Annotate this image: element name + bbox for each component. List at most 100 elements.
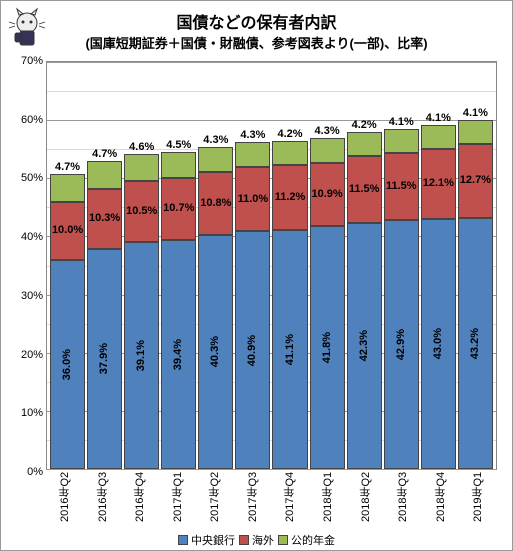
legend-item: 海外 xyxy=(239,532,274,548)
bar-value-label: 4.1% xyxy=(389,116,414,130)
bar-segment-海外: 10.0% xyxy=(50,202,85,260)
legend-swatch xyxy=(239,535,249,545)
legend-label: 中央銀行 xyxy=(191,532,235,548)
bar-segment-海外: 12.7% xyxy=(458,144,493,218)
bar-segment-公的年金: 4.2% xyxy=(272,141,307,165)
bar-segment-公的年金: 4.7% xyxy=(87,161,122,188)
bar-segment-中央銀行: 40.3% xyxy=(198,235,233,469)
bar-segment-中央銀行: 36.0% xyxy=(50,260,85,469)
bar-segment-中央銀行: 41.1% xyxy=(272,230,307,469)
bar-column: 42.9% 11.5% 4.1% xyxy=(384,62,419,469)
x-tick-label: 2018年Q2 xyxy=(347,472,385,530)
bar-value-label: 41.1% xyxy=(285,334,296,365)
bar-segment-海外: 10.9% xyxy=(310,163,345,226)
bar-column: 42.3% 11.5% 4.2% xyxy=(347,62,382,469)
x-tick-label: 2018年Q3 xyxy=(384,472,422,530)
bar-value-label: 12.1% xyxy=(423,178,454,189)
chart-title: 国債などの保有者内訳 (国庫短期証券＋国債・財融債、参考図表より(一部)、比率) xyxy=(1,1,512,52)
bar-segment-海外: 11.0% xyxy=(235,167,270,231)
x-tick-label: 2016年Q4 xyxy=(121,472,159,530)
bar-value-label: 4.7% xyxy=(92,148,117,162)
bar-value-label: 4.5% xyxy=(166,139,191,153)
x-tick-label: 2017年Q3 xyxy=(234,472,272,530)
bars-group: 36.0% 10.0% 4.7% 37.9% 10.3% 4.7% 39.1% 10.5% 4.… xyxy=(47,62,496,469)
bar-segment-中央銀行: 43.2% xyxy=(458,218,493,469)
bar-value-label: 39.4% xyxy=(173,339,184,370)
bar-value-label: 10.7% xyxy=(163,203,194,214)
bar-value-label: 10.8% xyxy=(200,198,231,209)
chart-container: 国債などの保有者内訳 (国庫短期証券＋国債・財融債、参考図表より(一部)、比率)… xyxy=(0,0,513,551)
bar-segment-海外: 10.8% xyxy=(198,172,233,235)
bar-value-label: 4.3% xyxy=(240,129,265,143)
bar-segment-中央銀行: 41.8% xyxy=(310,226,345,469)
legend-swatch xyxy=(278,535,288,545)
bar-column: 40.3% 10.8% 4.3% xyxy=(198,62,233,469)
bar-segment-公的年金: 4.5% xyxy=(161,152,196,178)
bar-value-label: 43.0% xyxy=(433,328,444,359)
bar-segment-中央銀行: 43.0% xyxy=(421,219,456,469)
bar-value-label: 4.1% xyxy=(426,112,451,126)
bar-value-label: 10.3% xyxy=(89,213,120,224)
bar-column: 39.4% 10.7% 4.5% xyxy=(161,62,196,469)
bar-segment-海外: 10.3% xyxy=(87,189,122,249)
bar-column: 36.0% 10.0% 4.7% xyxy=(50,62,85,469)
bar-value-label: 12.7% xyxy=(460,175,491,186)
bar-value-label: 4.2% xyxy=(277,128,302,142)
bar-segment-中央銀行: 39.1% xyxy=(124,242,159,469)
bar-segment-公的年金: 4.1% xyxy=(384,129,419,153)
bar-value-label: 11.5% xyxy=(386,181,417,192)
bar-segment-公的年金: 4.7% xyxy=(50,174,85,201)
y-tick-label: 60% xyxy=(11,114,43,126)
y-tick-label: 70% xyxy=(11,55,43,67)
bar-segment-中央銀行: 40.9% xyxy=(235,231,270,469)
bar-value-label: 37.9% xyxy=(99,343,110,374)
bar-value-label: 40.3% xyxy=(210,336,221,367)
bar-segment-公的年金: 4.3% xyxy=(235,142,270,167)
y-tick-label: 0% xyxy=(11,466,43,478)
bar-segment-海外: 12.1% xyxy=(421,149,456,219)
bar-value-label: 36.0% xyxy=(62,349,73,380)
legend-swatch xyxy=(178,535,188,545)
bar-segment-中央銀行: 39.4% xyxy=(161,240,196,469)
cat-mascot-icon xyxy=(7,7,47,47)
bar-value-label: 11.2% xyxy=(275,192,306,203)
x-tick-label: 2017年Q1 xyxy=(159,472,197,530)
bar-value-label: 11.0% xyxy=(238,194,269,205)
bar-segment-海外: 11.5% xyxy=(384,153,419,220)
legend-label: 公的年金 xyxy=(291,532,335,548)
legend-label: 海外 xyxy=(252,532,274,548)
y-tick-label: 10% xyxy=(11,407,43,419)
bar-value-label: 42.3% xyxy=(359,330,370,361)
x-tick-label: 2019年Q1 xyxy=(459,472,497,530)
bar-segment-海外: 11.5% xyxy=(347,156,382,223)
bar-column: 41.1% 11.2% 4.2% xyxy=(272,62,307,469)
y-tick-label: 40% xyxy=(11,231,43,243)
bar-value-label: 40.9% xyxy=(247,335,258,366)
bar-value-label: 11.5% xyxy=(349,184,380,195)
legend: 中央銀行 海外 公的年金 xyxy=(1,532,512,548)
bar-segment-中央銀行: 37.9% xyxy=(87,249,122,469)
bar-segment-海外: 10.7% xyxy=(161,178,196,240)
bar-value-label: 41.8% xyxy=(322,332,333,363)
bar-value-label: 4.3% xyxy=(203,134,228,148)
bar-segment-海外: 10.5% xyxy=(124,181,159,242)
y-tick-label: 50% xyxy=(11,172,43,184)
y-tick-label: 20% xyxy=(11,349,43,361)
bar-segment-中央銀行: 42.3% xyxy=(347,223,382,469)
bar-segment-中央銀行: 42.9% xyxy=(384,220,419,469)
bar-column: 37.9% 10.3% 4.7% xyxy=(87,62,122,469)
bar-column: 43.0% 12.1% 4.1% xyxy=(421,62,456,469)
bar-column: 43.2%12.7%4.1% xyxy=(458,62,493,469)
bar-segment-公的年金: 4.1% xyxy=(421,125,456,149)
bar-value-label: 10.0% xyxy=(52,225,83,236)
bar-value-label: 10.5% xyxy=(126,206,157,217)
bar-column: 39.1%10.5%4.6% xyxy=(124,62,159,469)
plot-area: 36.0% 10.0% 4.7% 37.9% 10.3% 4.7% 39.1% 10.5% 4.… xyxy=(46,61,497,470)
x-tick-label: 2018年Q1 xyxy=(309,472,347,530)
bar-value-label: 4.2% xyxy=(352,119,377,133)
bar-segment-海外: 11.2% xyxy=(272,165,307,230)
bar-value-label: 43.2% xyxy=(470,328,481,359)
legend-item: 公的年金 xyxy=(278,532,335,548)
bar-segment-公的年金: 4.3% xyxy=(310,138,345,163)
bar-segment-公的年金: 4.2% xyxy=(347,132,382,156)
